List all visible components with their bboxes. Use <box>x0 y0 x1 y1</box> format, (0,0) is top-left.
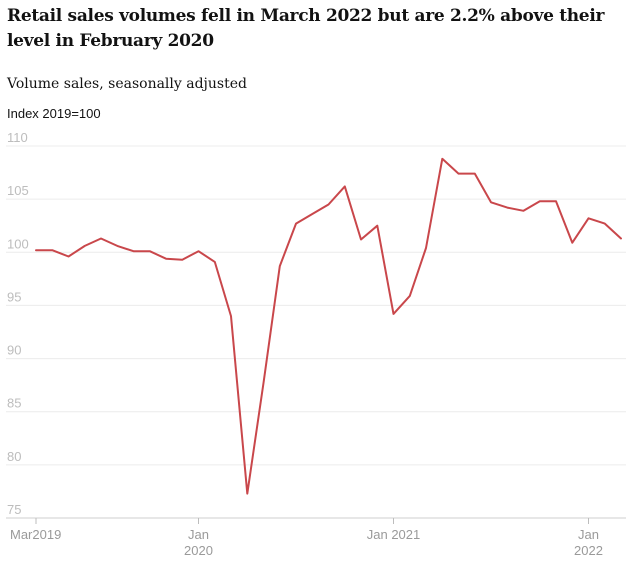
x-tick-label: Jan <box>578 527 599 542</box>
x-tick-label: 2020 <box>184 543 213 558</box>
chart-subtitle: Volume sales, seasonally adjusted <box>7 76 247 92</box>
x-tick-label: Jan 2021 <box>367 527 421 542</box>
series-line <box>35 157 622 495</box>
x-tick-label: 2022 <box>574 543 603 558</box>
grid-lines <box>6 145 626 519</box>
y-tick-label: 75 <box>7 502 21 517</box>
y-tick-label: 80 <box>7 449 21 464</box>
x-tick-label: Mar2019 <box>10 527 61 542</box>
y-axis-label: Index 2019=100 <box>7 106 101 121</box>
y-tick-label: 90 <box>7 343 21 358</box>
series-line-group <box>35 157 622 495</box>
y-tick-labels: 110 105 100 95 90 85 80 75 <box>7 130 29 517</box>
y-tick-label: 95 <box>7 289 21 304</box>
y-tick-label: 85 <box>7 396 21 411</box>
y-tick-label: 100 <box>7 236 29 251</box>
y-tick-label: 105 <box>7 183 29 198</box>
chart-title: Retail sales volumes fell in March 2022 … <box>7 6 605 51</box>
y-tick-label: 110 <box>7 130 28 145</box>
x-tick-label: Jan <box>188 527 209 542</box>
